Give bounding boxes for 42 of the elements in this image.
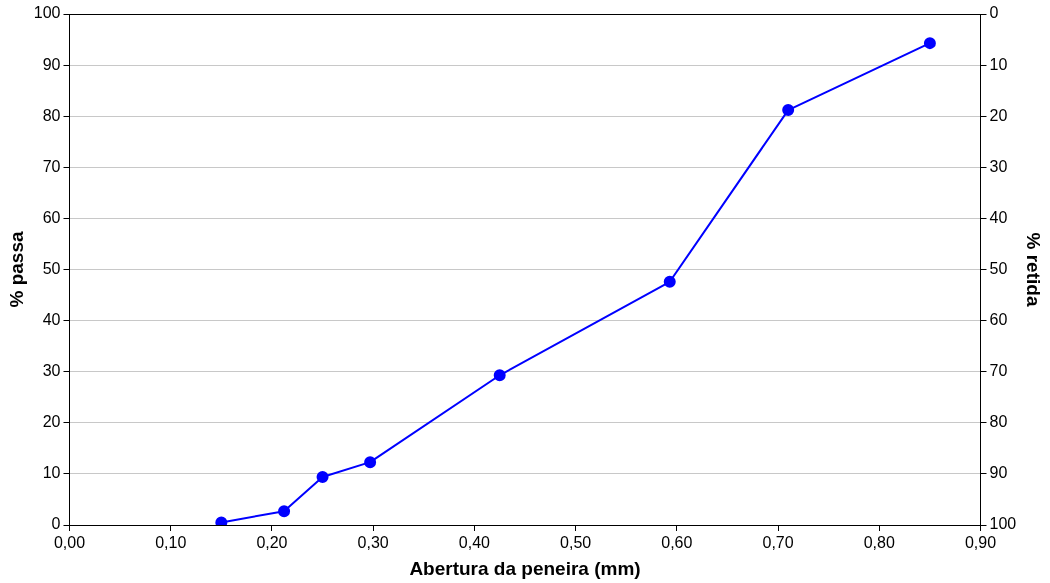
point [364,456,377,469]
y-axis-title: % passa [5,231,27,308]
x-tick-label: 0,80 [863,534,895,552]
y-tick-label: 30 [42,362,61,380]
point [278,505,291,518]
y-tick-label: 0 [51,515,61,533]
x-tick-label: 0,00 [53,534,86,552]
x-tick-label: 0,10 [155,534,187,552]
y-tick-label: 40 [42,311,61,329]
y2-tick-label: 20 [989,106,1008,124]
y-tick-label: 70 [42,157,61,175]
y-tick-label: 60 [42,208,61,226]
y2-tick-label: 50 [989,259,1008,277]
x-tick-label: 0,70 [762,534,794,552]
point [923,37,936,50]
y2-tick-label: 40 [989,208,1008,226]
y-tick-label: 100 [33,4,61,22]
point [493,369,506,382]
y-tick-label: 80 [42,106,61,124]
y2-axis-title: % retida [1023,232,1045,307]
y2-tick-label: 90 [989,464,1008,482]
point [316,470,329,483]
x-tick-label: 0,40 [458,534,491,552]
point [782,104,795,117]
x-tick-label: 0,30 [357,534,389,552]
y-tick-label: 10 [42,464,61,482]
y2-tick-label: 70 [989,362,1008,380]
point [663,275,676,288]
y2-tick-label: 80 [989,413,1008,431]
x-axis-title: Abertura da peneira (mm) [409,557,641,579]
y-tick-label: 90 [42,55,61,73]
x-tick-label: 0,20 [256,534,288,552]
x-tick-label: 0,60 [661,534,693,552]
y-tick-label: 20 [42,413,61,431]
x-tick-label: 0,50 [560,534,592,552]
y2-tick-label: 60 [989,311,1008,329]
y2-tick-label: 10 [989,55,1008,73]
y2-tick-label: 100 [989,515,1017,533]
y-tick-label: 50 [42,259,61,277]
y2-tick-label: 30 [989,157,1008,175]
x-tick-label: 0,90 [964,534,997,552]
y2-tick-label: 0 [989,4,999,22]
